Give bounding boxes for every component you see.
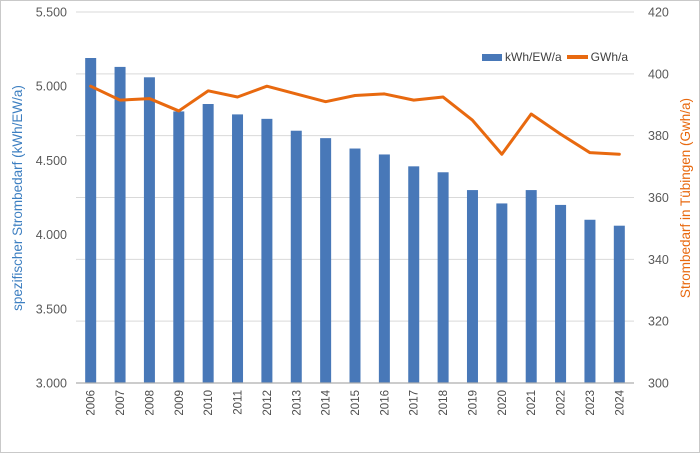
bar-2013 <box>290 130 302 383</box>
legend-label-line-series: GWh/a <box>590 50 629 64</box>
bar-2015 <box>349 148 361 383</box>
legend-label-bar-series: kWh/EW/a <box>505 50 562 64</box>
legend: kWh/EW/a GWh/a <box>482 47 628 67</box>
x-tick-label: 2020 <box>497 390 509 416</box>
line-series-swatch-icon <box>566 55 588 59</box>
x-tick-label: 2008 <box>144 390 156 416</box>
right-tick-label: 420 <box>648 6 669 20</box>
x-tick-label: 2015 <box>350 390 362 416</box>
left-tick-label: 4.000 <box>36 228 67 242</box>
legend-item-line-series: GWh/a <box>566 50 629 64</box>
bar-2007 <box>114 66 126 384</box>
right-tick-label: 300 <box>648 377 669 391</box>
x-tick-label: 2019 <box>467 390 479 416</box>
bar-2016 <box>378 154 390 383</box>
left-tick-label: 3.500 <box>36 302 67 316</box>
bar-2012 <box>261 118 273 384</box>
bar-2011 <box>232 114 244 384</box>
bar-2014 <box>320 138 332 383</box>
bar-2018 <box>437 172 449 383</box>
x-tick-label: 2021 <box>526 390 538 416</box>
left-tick-label: 3.000 <box>36 377 67 391</box>
x-tick-label: 2024 <box>614 389 626 415</box>
bar-2023 <box>584 219 596 383</box>
left-tick-label: 5.000 <box>36 80 67 94</box>
bar-2017 <box>408 166 420 383</box>
x-tick-label: 2014 <box>321 389 333 415</box>
right-axis-title: Strombedarf in Tübingen (Gwh/a) <box>678 97 693 299</box>
x-tick-label: 2017 <box>409 390 421 416</box>
right-tick-label: 400 <box>648 67 669 81</box>
legend-item-bar-series: kWh/EW/a <box>482 50 562 64</box>
left-axis-title: spezifischer Strombedarf (kWh/EW/a) <box>10 85 25 311</box>
x-tick-label: 2013 <box>291 390 303 416</box>
x-tick-label: 2023 <box>585 390 597 416</box>
x-tick-label: 2018 <box>438 390 450 416</box>
bar-2010 <box>202 104 214 384</box>
bar-2009 <box>173 111 185 383</box>
bar-series-swatch-icon <box>482 53 502 61</box>
bar-2008 <box>143 77 155 384</box>
left-tick-label: 5.500 <box>36 6 67 20</box>
x-tick-label: 2010 <box>203 390 215 416</box>
line-series <box>89 84 621 156</box>
x-tick-label: 2009 <box>174 390 186 416</box>
bar-2019 <box>466 190 478 383</box>
x-tick-label: 2022 <box>556 390 568 416</box>
bar-2024 <box>613 225 625 383</box>
bar-2020 <box>496 203 508 383</box>
left-tick-label: 4.500 <box>36 154 67 168</box>
right-tick-label: 320 <box>648 315 669 329</box>
x-tick-label: 2016 <box>379 390 391 416</box>
bar-2021 <box>525 190 537 383</box>
bar-2022 <box>555 204 567 383</box>
x-tick-label: 2007 <box>115 390 127 416</box>
x-tick-label: 2012 <box>262 390 274 416</box>
right-tick-label: 340 <box>648 253 669 267</box>
bar-2006 <box>85 58 97 384</box>
right-tick-label: 360 <box>648 191 669 205</box>
x-tick-label: 2006 <box>86 390 98 416</box>
right-tick-label: 380 <box>648 129 669 143</box>
x-tick-label: 2011 <box>233 390 245 415</box>
